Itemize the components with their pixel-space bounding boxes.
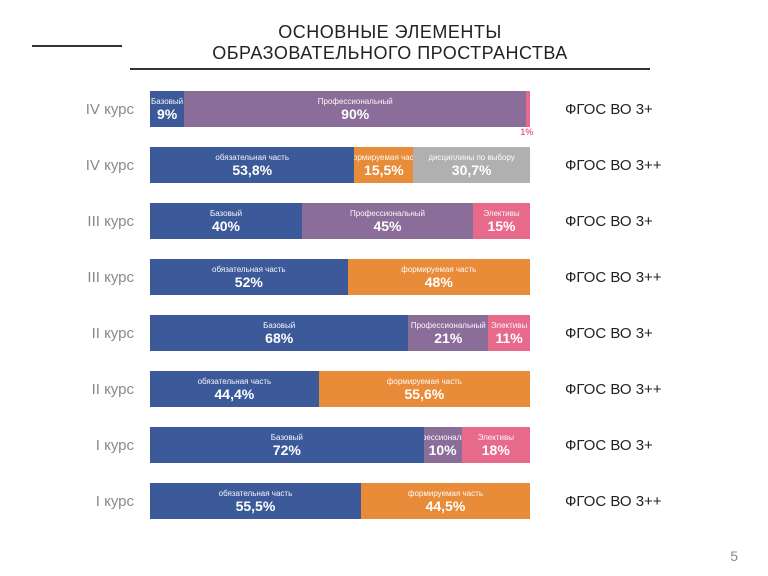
segment-title: формируемая часть bbox=[408, 490, 483, 498]
segment-value: 53,8% bbox=[232, 163, 272, 177]
segment-value: 18% bbox=[482, 443, 510, 457]
bar: Базовый40%Профессиональный45%Элективы15% bbox=[150, 203, 530, 239]
bar: обязательная часть52%формируемая часть48… bbox=[150, 259, 530, 295]
row-left-label: III курс bbox=[0, 213, 150, 230]
segment-title: обязательная часть bbox=[198, 378, 272, 386]
bar-segment: обязательная часть52% bbox=[150, 259, 348, 295]
segment-title: дисциплины по выбору bbox=[428, 154, 514, 162]
segment-value: 48% bbox=[425, 275, 453, 289]
segment-title: Профессиональный bbox=[424, 434, 462, 442]
row-right-label: ФГОС ВО 3+ bbox=[565, 437, 653, 454]
row-right-label: ФГОС ВО 3++ bbox=[565, 381, 662, 398]
bar-segment: 1% bbox=[526, 91, 530, 127]
bar-segment: Профессиональный10% bbox=[424, 427, 462, 463]
segment-value: 72% bbox=[273, 443, 301, 457]
row-right-label: ФГОС ВО 3+ bbox=[565, 213, 653, 230]
segment-title: обязательная часть bbox=[212, 266, 286, 274]
row-left-label: IV курс bbox=[0, 157, 150, 174]
segment-value: 90% bbox=[341, 107, 369, 121]
bar: обязательная часть44,4%формируемая часть… bbox=[150, 371, 530, 407]
segment-value: 10% bbox=[429, 443, 457, 457]
bar-segment: обязательная часть55,5% bbox=[150, 483, 361, 519]
bar-segment: Профессиональный45% bbox=[302, 203, 473, 239]
chart-row: I курсБазовый72%Профессиональный10%Элект… bbox=[0, 426, 768, 464]
segment-value: 9% bbox=[157, 107, 177, 121]
title-line-2: ОБРАЗОВАТЕЛЬНОГО ПРОСТРАНСТВА bbox=[130, 43, 650, 64]
title-line-1: ОСНОВНЫЕ ЭЛЕМЕНТЫ bbox=[130, 22, 650, 43]
segment-value: 15,5% bbox=[364, 163, 404, 177]
bar-segment: Базовый40% bbox=[150, 203, 302, 239]
row-right-label: ФГОС ВО 3++ bbox=[565, 157, 662, 174]
row-left-label: I курс bbox=[0, 437, 150, 454]
segment-title: Базовый bbox=[263, 322, 295, 330]
row-right-label: ФГОС ВО 3++ bbox=[565, 269, 662, 286]
segment-title: формируемая часть bbox=[401, 266, 476, 274]
row-right-label: ФГОС ВО 3++ bbox=[565, 493, 662, 510]
bar: Базовый68%Профессиональный21%Элективы11% bbox=[150, 315, 530, 351]
segment-title: Элективы bbox=[483, 210, 519, 218]
bar-segment: Базовый68% bbox=[150, 315, 408, 351]
bar-segment: дисциплины по выбору30,7% bbox=[413, 147, 530, 183]
segment-value: 68% bbox=[265, 331, 293, 345]
segment-title: Профессиональный bbox=[350, 210, 425, 218]
chart-row: III курсобязательная часть52%формируемая… bbox=[0, 258, 768, 296]
segment-title: Базовый bbox=[210, 210, 242, 218]
bar-segment: обязательная часть44,4% bbox=[150, 371, 319, 407]
bar-segment: Базовый9% bbox=[150, 91, 184, 127]
bar-segment: формируемая часть48% bbox=[348, 259, 530, 295]
bar-segment: Базовый72% bbox=[150, 427, 424, 463]
bar-segment: Элективы15% bbox=[473, 203, 530, 239]
row-right-label: ФГОС ВО 3+ bbox=[565, 325, 653, 342]
bar: Базовый9%Профессиональный90%1% bbox=[150, 91, 530, 127]
bar: обязательная часть53,8%формируемая часть… bbox=[150, 147, 530, 183]
segment-value: 44,5% bbox=[426, 499, 466, 513]
row-left-label: II курс bbox=[0, 381, 150, 398]
stacked-bar-chart: IV курсБазовый9%Профессиональный90%1%ФГО… bbox=[0, 90, 768, 538]
chart-row: IV курсобязательная часть53,8%формируема… bbox=[0, 146, 768, 184]
segment-value: 45% bbox=[373, 219, 401, 233]
segment-value: 21% bbox=[434, 331, 462, 345]
row-left-label: II курс bbox=[0, 325, 150, 342]
bar-segment: формируемая часть55,6% bbox=[319, 371, 530, 407]
bar-segment: Элективы11% bbox=[488, 315, 530, 351]
segment-value: 30,7% bbox=[452, 163, 492, 177]
segment-value: 55,5% bbox=[236, 499, 276, 513]
bar-segment: формируемая часть15,5% bbox=[354, 147, 413, 183]
segment-title: Элективы bbox=[491, 322, 527, 330]
row-right-label: ФГОС ВО 3+ bbox=[565, 101, 653, 118]
segment-title: обязательная часть bbox=[215, 154, 289, 162]
segment-title: Элективы bbox=[478, 434, 514, 442]
bar: Базовый72%Профессиональный10%Элективы18% bbox=[150, 427, 530, 463]
bar-segment: Элективы18% bbox=[462, 427, 530, 463]
bar-segment: Профессиональный21% bbox=[408, 315, 488, 351]
segment-value: 44,4% bbox=[215, 387, 255, 401]
row-left-label: I курс bbox=[0, 493, 150, 510]
segment-title: Базовый bbox=[271, 434, 303, 442]
chart-row: IV курсБазовый9%Профессиональный90%1%ФГО… bbox=[0, 90, 768, 128]
chart-row: III курсБазовый40%Профессиональный45%Эле… bbox=[0, 202, 768, 240]
segment-value: 1% bbox=[520, 127, 533, 137]
bar-segment: формируемая часть44,5% bbox=[361, 483, 530, 519]
segment-value: 15% bbox=[487, 219, 515, 233]
segment-title: Профессиональный bbox=[411, 322, 486, 330]
segment-title: обязательная часть bbox=[219, 490, 293, 498]
segment-title: Профессиональный bbox=[318, 98, 393, 106]
segment-title: формируемая часть bbox=[387, 378, 462, 386]
bar-segment: обязательная часть53,8% bbox=[150, 147, 354, 183]
segment-value: 40% bbox=[212, 219, 240, 233]
bar: обязательная часть55,5%формируемая часть… bbox=[150, 483, 530, 519]
row-left-label: III курс bbox=[0, 269, 150, 286]
page-number: 5 bbox=[730, 548, 738, 564]
row-left-label: IV курс bbox=[0, 101, 150, 118]
segment-title: формируемая часть bbox=[354, 154, 413, 162]
chart-row: II курсБазовый68%Профессиональный21%Элек… bbox=[0, 314, 768, 352]
segment-value: 11% bbox=[495, 331, 522, 345]
segment-title: Базовый bbox=[151, 98, 183, 106]
segment-value: 55,6% bbox=[405, 387, 445, 401]
bar-segment: Профессиональный90% bbox=[184, 91, 526, 127]
slide-title: ОСНОВНЫЕ ЭЛЕМЕНТЫ ОБРАЗОВАТЕЛЬНОГО ПРОСТ… bbox=[130, 22, 650, 70]
chart-row: I курсобязательная часть55,5%формируемая… bbox=[0, 482, 768, 520]
segment-value: 52% bbox=[235, 275, 263, 289]
chart-row: II курсобязательная часть44,4%формируема… bbox=[0, 370, 768, 408]
